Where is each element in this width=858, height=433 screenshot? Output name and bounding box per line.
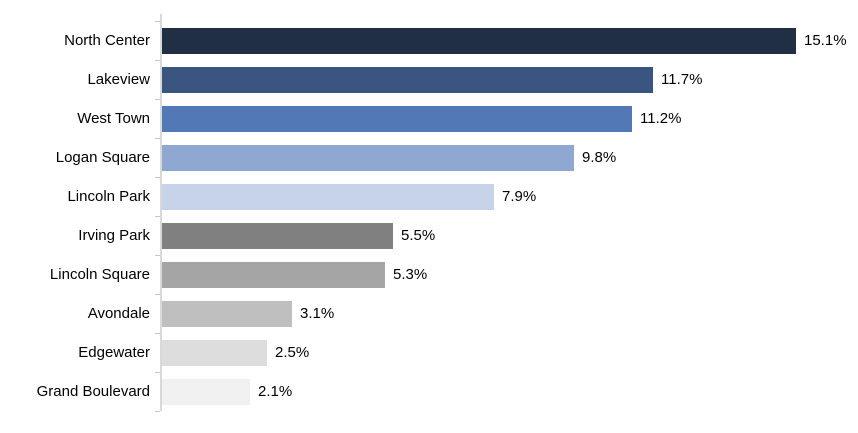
bar [162,378,250,405]
bar-row: North Center 15.1% [0,21,858,60]
bar [162,300,292,327]
bar [162,222,393,249]
value-label: 7.9% [502,188,537,205]
bar-row: Lincoln Square 5.3% [0,255,858,294]
category-label: Lakeview [87,71,150,88]
bar-row: West Town 11.2% [0,99,858,138]
value-label: 2.1% [258,383,293,400]
value-label: 2.5% [275,344,310,361]
bar-row: Lakeview 11.7% [0,60,858,99]
value-label: 9.8% [582,149,617,166]
category-label: Logan Square [55,149,150,166]
bar [162,183,494,210]
axis-tick [155,176,160,178]
value-label: 5.5% [401,227,436,244]
bar-row: Lincoln Park 7.9% [0,177,858,216]
category-label: Lincoln Square [49,266,150,283]
category-label: West Town [77,110,150,127]
axis-tick [155,137,160,139]
bar [162,66,653,93]
category-label: Lincoln Park [67,188,150,205]
axis-tick [155,371,160,373]
bar [162,261,385,288]
value-label: 3.1% [300,305,335,322]
axis-tick [155,98,160,100]
axis-tick [155,20,160,22]
bar-row: Grand Boulevard 2.1% [0,372,858,411]
bar [162,339,267,366]
value-label: 11.2% [640,110,682,127]
axis-tick [155,332,160,334]
bar-row: Avondale 3.1% [0,294,858,333]
value-label: 15.1% [804,32,847,49]
category-label: Grand Boulevard [36,383,150,400]
bar [162,144,574,171]
category-label: Irving Park [78,227,150,244]
bar-row: Logan Square 9.8% [0,138,858,177]
category-label: Edgewater [78,344,150,361]
axis-tick [155,59,160,61]
category-axis-line [160,14,162,411]
value-label: 5.3% [393,266,428,283]
bar [162,105,632,132]
axis-tick [155,215,160,217]
axis-tick [155,293,160,295]
axis-tick [155,254,160,256]
category-label: North Center [64,32,150,49]
bar-row: Edgewater 2.5% [0,333,858,372]
axis-tick [155,410,160,412]
category-label: Avondale [87,305,150,322]
bar-row: Irving Park 5.5% [0,216,858,255]
bar [162,27,796,54]
value-label: 11.7% [661,71,703,88]
